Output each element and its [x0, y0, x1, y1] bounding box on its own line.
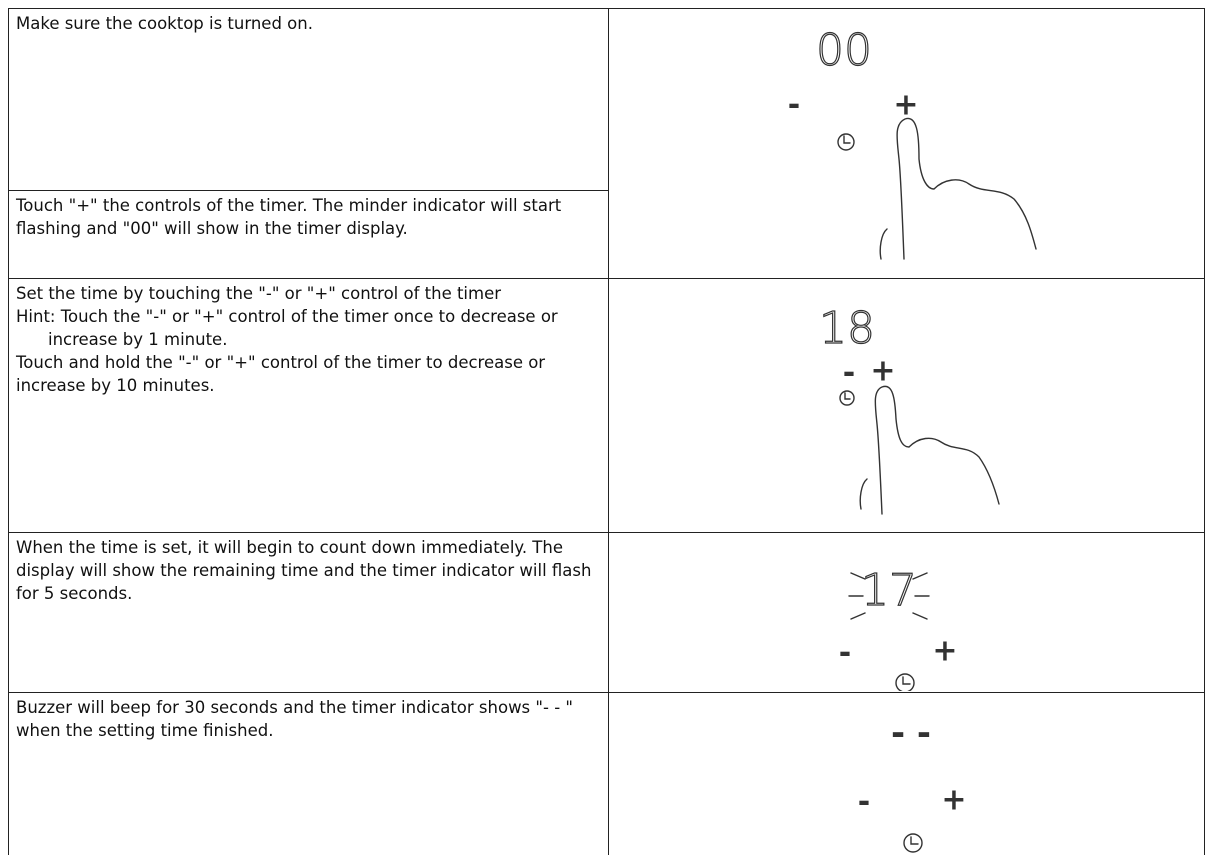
timer-display: 17	[861, 565, 917, 616]
instruction: Hint: Touch the "-" or "+" control of th…	[16, 307, 558, 349]
minus-control: -	[839, 636, 851, 671]
instruction-cell: Make sure the cooktop is turned on.	[8, 8, 608, 190]
hand	[879, 117, 1037, 260]
illustration-cell: 17 - +	[608, 532, 1205, 692]
clock-icon	[837, 133, 855, 151]
illustration: - - - +	[858, 714, 967, 853]
instruction-cell: Buzzer will beep for 30 seconds and the …	[8, 692, 608, 855]
minus-control: -	[858, 785, 870, 820]
timer-display: 00	[816, 25, 872, 76]
instruction-cell: Touch "+" the controls of the timer. The…	[8, 190, 608, 278]
instruction: Touch "+" the controls of the timer. The…	[16, 196, 562, 238]
illustration-cell: 18 - +	[608, 278, 1205, 532]
timer-display: 18	[819, 303, 875, 354]
instruction: When the time is set, it will begin to c…	[16, 538, 592, 603]
clock-icon	[895, 673, 915, 691]
timer-display: - -	[891, 714, 931, 754]
instruction: Set the time by touching the "-" or "+" …	[16, 284, 502, 303]
minus-control: -	[788, 88, 800, 123]
illustration-cell: - - - +	[608, 692, 1205, 855]
illustration: 00 - +	[788, 24, 1037, 260]
plus-control: +	[941, 783, 966, 818]
plus-control: +	[893, 88, 918, 123]
illustration-cell: 00 - +	[608, 8, 1205, 278]
plus-control: +	[932, 634, 957, 669]
hand	[859, 385, 1000, 515]
minus-control: -	[843, 356, 855, 391]
instruction: Make sure the cooktop is turned on.	[16, 14, 313, 33]
clock-icon	[839, 390, 855, 406]
plus-control: +	[870, 354, 895, 389]
illustration: 18 - +	[818, 302, 1000, 515]
clock-icon	[903, 833, 923, 853]
instruction: Touch and hold the "-" or "+" control of…	[16, 353, 546, 395]
instruction: Buzzer will beep for 30 seconds and the …	[16, 698, 573, 740]
instruction-cell: When the time is set, it will begin to c…	[8, 532, 608, 692]
instruction-cell: Set the time by touching the "-" or "+" …	[8, 278, 608, 532]
illustration: 17 - +	[839, 564, 958, 691]
flash-rays	[848, 572, 930, 620]
